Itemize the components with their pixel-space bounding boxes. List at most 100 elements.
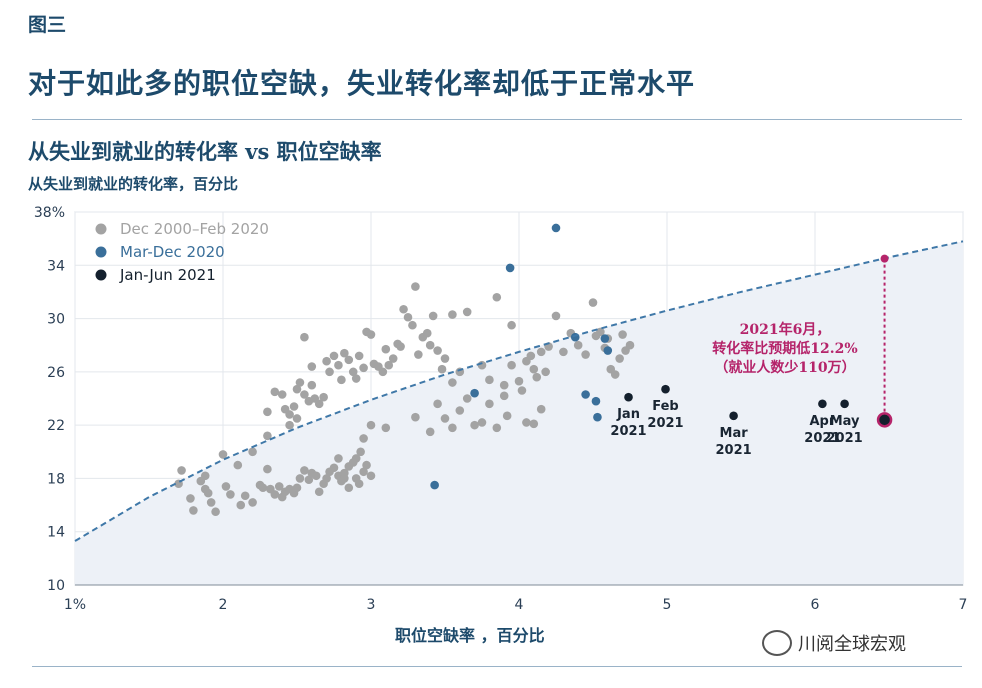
- scatter-point-series-1: [300, 390, 309, 399]
- y-tick-label: 26: [47, 365, 65, 381]
- scatter-point-series-1: [211, 507, 220, 517]
- legend-label-series-1: Dec 2000–Feb 2020: [120, 220, 269, 238]
- scatter-point-series-1: [440, 414, 450, 423]
- scatter-point-series-1: [236, 500, 246, 510]
- scatter-point-series-2: [600, 334, 610, 343]
- figure-label: 图三: [28, 14, 67, 36]
- scatter-point-series-1: [203, 488, 213, 498]
- scatter-point-series-2: [505, 263, 515, 273]
- y-tick-label: 22: [47, 418, 65, 434]
- scatter-point-series-1: [366, 330, 376, 339]
- y-tick-label: 30: [47, 312, 65, 328]
- scatter-point-series-1: [381, 344, 391, 354]
- scatter-point-series-1: [425, 427, 435, 437]
- point-label-month: May: [830, 414, 860, 429]
- annotation-expected-point: [880, 254, 889, 263]
- scatter-point-series-1: [248, 447, 257, 457]
- scatter-point-series-1: [485, 375, 494, 385]
- scatter-point-series-1: [359, 363, 368, 373]
- scatter-point-series-1: [440, 354, 450, 363]
- scatter-point-series-1: [274, 482, 284, 491]
- scatter-point-series-3: [661, 384, 670, 394]
- x-tick-label: 6: [811, 597, 820, 613]
- scatter-point-series-1: [399, 304, 408, 314]
- point-label-year: 2021: [647, 416, 683, 431]
- y-tick-label: 14: [47, 525, 65, 541]
- scatter-point-series-1: [448, 423, 457, 433]
- scatter-point-series-1: [529, 364, 539, 374]
- scatter-point-series-1: [507, 320, 516, 330]
- x-tick-label: 4: [515, 597, 524, 613]
- scatter-point-series-1: [470, 420, 479, 430]
- x-tick-label: 2: [219, 597, 228, 613]
- point-label-month: Feb: [652, 399, 678, 414]
- scatter-point-series-1: [366, 420, 376, 430]
- y-tick-label: 34: [47, 258, 65, 274]
- scatter-point-series-1: [536, 404, 546, 414]
- scatter-point-series-1: [221, 482, 231, 491]
- scatter-point-series-1: [448, 310, 457, 319]
- scatter-point-series-1: [573, 340, 583, 350]
- scatter-point-series-1: [200, 471, 210, 481]
- scatter-point-series-1: [536, 347, 546, 357]
- x-tick-label: 3: [367, 597, 376, 613]
- scatter-point-series-1: [384, 360, 394, 370]
- scatter-point-series-1: [492, 292, 502, 302]
- scatter-point-series-1: [351, 454, 361, 463]
- scatter-point-series-1: [532, 372, 542, 382]
- scatter-point-series-3: [624, 392, 633, 402]
- scatter-point-series-1: [541, 367, 550, 377]
- scatter-point-series-1: [322, 474, 331, 483]
- scatter-point-series-1: [300, 332, 309, 342]
- scatter-point-series-1: [233, 460, 243, 470]
- point-label-year: 2021: [827, 431, 863, 446]
- point-label-year: 2021: [716, 443, 752, 458]
- curve-shaded-area: [75, 241, 963, 586]
- scatter-point-series-1: [396, 342, 405, 351]
- annotation-text-line: 2021年6月，: [740, 321, 831, 338]
- scatter-point-series-1: [344, 355, 354, 365]
- scatter-point-series-1: [177, 466, 186, 475]
- scatter-point-series-2: [551, 223, 561, 233]
- scatter-point-series-1: [344, 483, 354, 493]
- scatter-point-series-1: [285, 420, 294, 430]
- scatter-point-series-1: [354, 479, 364, 489]
- scatter-point-series-1: [448, 378, 457, 387]
- x-axis-label: 职位空缺率 ，百分比: [395, 626, 545, 645]
- scatter-point-series-1: [551, 311, 561, 321]
- scatter-point-series-1: [581, 350, 590, 359]
- watermark: 川阅全球宏观: [762, 630, 906, 656]
- scatter-point-series-1: [248, 498, 257, 507]
- scatter-point-series-1: [359, 434, 368, 443]
- scatter-point-series-2: [593, 412, 602, 422]
- scatter-point-series-1: [455, 406, 465, 415]
- scatter-point-series-1: [189, 506, 198, 515]
- scatter-point-series-2: [430, 480, 439, 490]
- scatter-point-series-1: [206, 498, 216, 507]
- y-tick-label: 38%: [34, 205, 65, 221]
- scatter-point-series-1: [378, 367, 388, 377]
- scatter-point-series-1: [517, 386, 527, 395]
- scatter-point-series-1: [514, 376, 524, 386]
- scatter-point-series-1: [311, 471, 321, 481]
- annotation-actual-point: [876, 412, 893, 428]
- x-tick-label: 7: [959, 597, 968, 613]
- scatter-point-series-2: [591, 396, 601, 406]
- scatter-point-series-1: [285, 410, 294, 419]
- point-label-year: 2021: [610, 424, 646, 439]
- scatter-point-series-1: [477, 418, 487, 427]
- scatter-point-series-1: [615, 354, 624, 363]
- scatter-point-series-1: [507, 360, 516, 370]
- bottom-rule: [32, 666, 962, 667]
- scatter-point-series-1: [295, 474, 305, 483]
- y-tick-label: 18: [47, 471, 65, 487]
- scatter-point-series-1: [462, 307, 472, 317]
- scatter-point-series-1: [499, 391, 509, 401]
- scatter-point-series-1: [329, 463, 339, 473]
- scatter-point-series-1: [240, 491, 250, 501]
- annotation-text-line: （就业人数少110万）: [714, 359, 855, 376]
- annotation-text-line: 转化率比预期低12.2%: [712, 340, 857, 357]
- x-tick-label: 1%: [64, 597, 86, 613]
- legend-label-series-2: Mar-Dec 2020: [120, 243, 225, 261]
